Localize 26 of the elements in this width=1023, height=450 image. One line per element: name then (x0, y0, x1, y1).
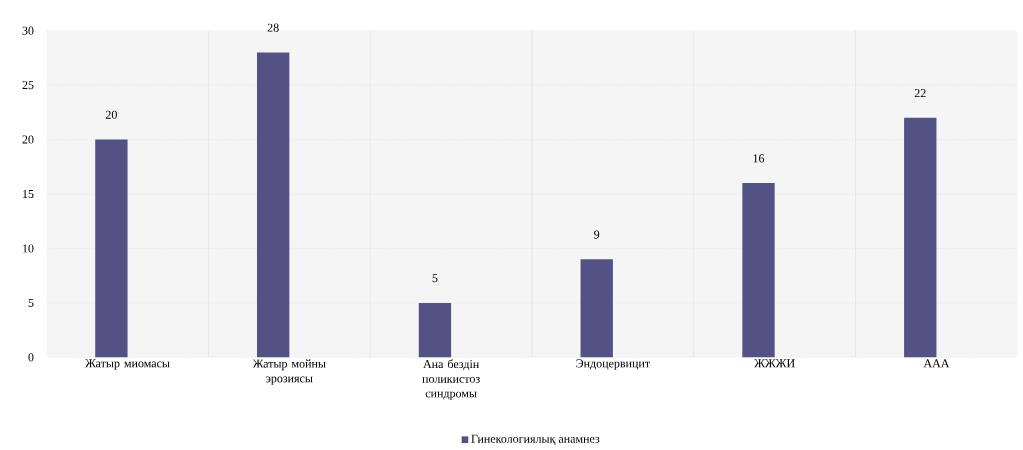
y-tick-label: 25 (22, 81, 34, 90)
y-tick-label: 30 (22, 26, 34, 35)
data-label: 16 (753, 154, 765, 163)
bar (95, 139, 128, 358)
data-label: 5 (432, 274, 438, 283)
x-tick-label: ЖЖЖИ (754, 359, 795, 368)
x-tick-label: ААА (923, 359, 950, 368)
legend-label: Гинекологиялық анамнез (471, 434, 600, 445)
y-tick-label: 20 (22, 135, 34, 144)
y-tick-label: 0 (28, 353, 34, 362)
x-tick-label: Эндоцервицит (576, 359, 650, 370)
x-tick-label: Жатыр мойны эрозиясы (252, 359, 326, 385)
y-tick-label: 10 (23, 244, 34, 253)
x-tick-label: Ана бездін поликистоз синдромы (422, 359, 480, 400)
data-label: 22 (914, 89, 926, 98)
y-tick-label: 5 (28, 298, 34, 307)
bar (904, 117, 937, 358)
bar (256, 52, 290, 358)
data-label: 20 (105, 110, 117, 119)
y-tick-label: 15 (23, 189, 34, 199)
data-label: 9 (594, 230, 600, 239)
x-tick-label: Жатыр миомасы (85, 359, 170, 370)
bar (580, 259, 613, 358)
data-label: 28 (267, 23, 279, 32)
bar (418, 302, 452, 358)
bar (742, 183, 775, 358)
